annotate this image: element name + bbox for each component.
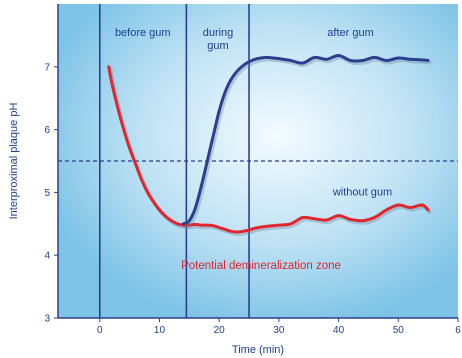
y-axis-title: Interproximal plaque pH: [8, 103, 20, 220]
series-group: [107, 54, 432, 236]
x-tick-label-0: 0: [97, 325, 103, 336]
y-tick-label-3: 6: [44, 125, 50, 136]
series-label: without gum: [332, 187, 392, 199]
y-tick-label-4: 7: [44, 62, 50, 73]
phase-label-2: after gum: [327, 27, 373, 39]
series-0-line: [181, 54, 430, 226]
x-tick-label-3: 30: [273, 325, 285, 336]
x-tick-label-1: 10: [154, 325, 166, 336]
series-1-line: [107, 65, 430, 234]
y-tick-label-0: 3: [44, 314, 50, 325]
y-tick-label-2: 5: [44, 188, 50, 199]
x-tick-label-5: 50: [393, 325, 405, 336]
x-tick-label-4: 40: [333, 325, 345, 336]
x-tick-label-6: 6: [455, 325, 461, 336]
x-ticks: 0 10 20 30 40 50 6: [97, 318, 461, 336]
x-axis-title: Time (min): [232, 344, 284, 356]
y-ticks: 3 4 5 6 7: [44, 62, 58, 325]
series-0-shadow: [182, 55, 432, 228]
phase-label-1: during: [203, 27, 234, 39]
phase-label-0: before gum: [115, 27, 171, 39]
axes: [57, 4, 458, 319]
phase-label-1: gum: [207, 40, 228, 52]
zone-label: Potential demineralization zone: [181, 260, 341, 272]
x-tick-label-2: 20: [214, 325, 226, 336]
y-tick-label-1: 4: [44, 251, 50, 262]
